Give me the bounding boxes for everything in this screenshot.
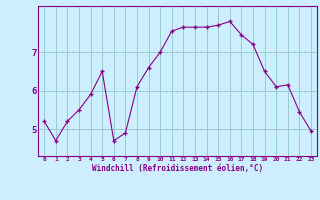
X-axis label: Windchill (Refroidissement éolien,°C): Windchill (Refroidissement éolien,°C) (92, 164, 263, 173)
